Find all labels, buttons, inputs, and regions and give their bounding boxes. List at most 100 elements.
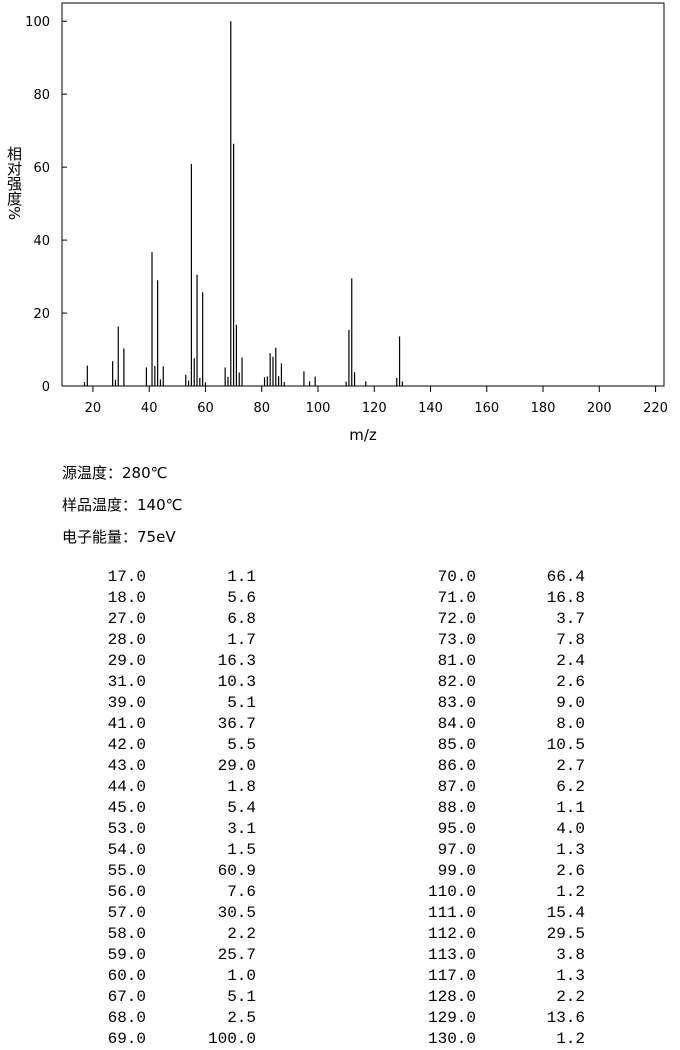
- x-tick-label: 200: [587, 401, 612, 416]
- y-tick-label: 60: [33, 161, 50, 176]
- table-mz: 29.0: [107, 652, 146, 670]
- table-mz: 56.0: [107, 883, 146, 901]
- table-mz: 43.0: [107, 757, 146, 775]
- table-intensity: 66.4: [546, 568, 585, 586]
- table-mz: 45.0: [107, 799, 146, 817]
- table-mz: 57.0: [107, 904, 146, 922]
- table-mz: 111.0: [427, 904, 476, 922]
- table-intensity: 5.1: [227, 694, 256, 712]
- info-line: 电子能量：75eV: [62, 528, 176, 546]
- y-tick-label: 40: [33, 234, 50, 249]
- table-mz: 55.0: [107, 862, 146, 880]
- table-mz: 44.0: [107, 778, 146, 796]
- table-intensity: 4.0: [556, 820, 585, 838]
- y-tick-label: 20: [33, 307, 50, 322]
- table-mz: 97.0: [437, 841, 476, 859]
- table-mz: 86.0: [437, 757, 476, 775]
- x-tick-label: 160: [474, 401, 499, 416]
- table-mz: 73.0: [437, 631, 476, 649]
- table-intensity: 16.8: [546, 589, 585, 607]
- table-mz: 84.0: [437, 715, 476, 733]
- table-mz: 41.0: [107, 715, 146, 733]
- table-mz: 82.0: [437, 673, 476, 691]
- table-mz: 85.0: [437, 736, 476, 754]
- table-mz: 54.0: [107, 841, 146, 859]
- table-intensity: 1.3: [556, 967, 585, 985]
- table-intensity: 1.8: [227, 778, 256, 796]
- table-mz: 69.0: [107, 1030, 146, 1048]
- table-mz: 87.0: [437, 778, 476, 796]
- table-intensity: 1.1: [227, 568, 256, 586]
- x-tick-label: 40: [141, 401, 158, 416]
- table-mz: 113.0: [427, 946, 476, 964]
- table-intensity: 6.8: [227, 610, 256, 628]
- table-mz: 17.0: [107, 568, 146, 586]
- table-intensity: 25.7: [217, 946, 256, 964]
- table-intensity: 2.7: [556, 757, 585, 775]
- chart: m/z 0 20 40 60 80 100 20 40 60 80 100 120 140 160 180 2…: [25, 2, 668, 444]
- table-intensity: 13.6: [546, 1009, 585, 1027]
- table-intensity: 8.0: [556, 715, 585, 733]
- table-mz: 39.0: [107, 694, 146, 712]
- table-mz: 70.0: [437, 568, 476, 586]
- table-mz: 99.0: [437, 862, 476, 880]
- table-intensity: 7.8: [556, 631, 585, 649]
- x-tick-label: 220: [643, 401, 668, 416]
- table-intensity: 3.8: [556, 946, 585, 964]
- x-tick-label: 140: [418, 401, 443, 416]
- table-intensity: 2.6: [556, 673, 585, 691]
- table-mz: 31.0: [107, 673, 146, 691]
- table-mz: 83.0: [437, 694, 476, 712]
- table-mz: 28.0: [107, 631, 146, 649]
- info-line: 样品温度：140℃: [62, 496, 183, 514]
- table-mz: 72.0: [437, 610, 476, 628]
- plot-frame: [61, 2, 665, 387]
- y-tick-label: 0: [42, 380, 50, 395]
- y-tick-label: 80: [33, 88, 50, 103]
- table-mz: 60.0: [107, 967, 146, 985]
- table-mz: 81.0: [437, 652, 476, 670]
- table-mz: 117.0: [427, 967, 476, 985]
- y-axis-label: 相对强度%: [5, 146, 23, 221]
- table-mz: 130.0: [427, 1030, 476, 1048]
- table-intensity: 29.5: [546, 925, 585, 943]
- table-intensity: 1.7: [227, 631, 256, 649]
- table-mz: 112.0: [427, 925, 476, 943]
- table-mz: 88.0: [437, 799, 476, 817]
- y-tick-label: 100: [25, 15, 50, 30]
- x-tick-label: 60: [197, 401, 214, 416]
- table-intensity: 15.4: [546, 904, 585, 922]
- table-mz: 68.0: [107, 1009, 146, 1027]
- table-intensity: 1.2: [556, 883, 585, 901]
- table-intensity: 5.1: [227, 988, 256, 1006]
- table-mz: 42.0: [107, 736, 146, 754]
- table-intensity: 3.7: [556, 610, 585, 628]
- table-intensity: 1.5: [227, 841, 256, 859]
- table-intensity: 100.0: [207, 1030, 256, 1048]
- table-intensity: 3.1: [227, 820, 256, 838]
- table-mz: 58.0: [107, 925, 146, 943]
- table-mz: 110.0: [427, 883, 476, 901]
- table-intensity: 36.7: [217, 715, 256, 733]
- table-intensity: 29.0: [217, 757, 256, 775]
- table-intensity: 7.6: [227, 883, 256, 901]
- table-intensity: 60.9: [217, 862, 256, 880]
- table-intensity: 5.6: [227, 589, 256, 607]
- table-intensity: 2.2: [556, 988, 585, 1006]
- x-tick-label: 120: [362, 401, 387, 416]
- table-intensity: 1.2: [556, 1030, 585, 1048]
- table-mz: 53.0: [107, 820, 146, 838]
- table-intensity: 2.2: [227, 925, 256, 943]
- table-intensity: 2.4: [556, 652, 585, 670]
- table-mz: 27.0: [107, 610, 146, 628]
- x-tick-label: 80: [253, 401, 270, 416]
- table-mz: 129.0: [427, 1009, 476, 1027]
- table-intensity: 1.3: [556, 841, 585, 859]
- table-intensity: 16.3: [217, 652, 256, 670]
- table-mz: 128.0: [427, 988, 476, 1006]
- table-intensity: 1.0: [227, 967, 256, 985]
- x-tick-label: 20: [85, 401, 102, 416]
- table-intensity: 9.0: [556, 694, 585, 712]
- table-intensity: 2.6: [556, 862, 585, 880]
